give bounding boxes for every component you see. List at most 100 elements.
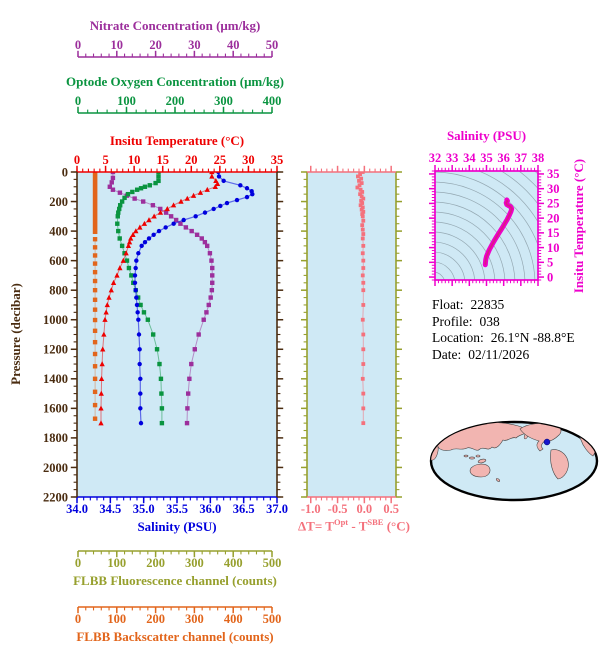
tick-label: 35.0 <box>133 502 155 516</box>
location-label: Location: <box>432 330 484 345</box>
tick-label: 35 <box>480 151 493 165</box>
delta-t-title-sup-sbe: SBE <box>367 517 384 527</box>
landmass-indonesia <box>469 456 475 460</box>
ts-curve <box>482 197 515 268</box>
landmass-greenland <box>559 422 573 428</box>
tick-label: 0.0 <box>357 502 373 516</box>
date-label: Date: <box>432 346 462 362</box>
profile-label: Profile: <box>432 313 473 329</box>
tick-label: 34.5 <box>99 502 121 516</box>
tick-label: 10 <box>128 153 141 167</box>
tick-label: 600 <box>49 254 68 268</box>
oxygen-axis-title: Optode Oxygen Concentration (μm/kg) <box>66 74 284 89</box>
tick-label: 35 <box>547 167 560 181</box>
tick-label: 1600 <box>43 402 68 416</box>
tick-label: 37.0 <box>266 502 288 516</box>
profile-value: 038 <box>479 313 500 329</box>
tick-label: -1.0 <box>301 502 321 516</box>
fluorescence-axis-title: FLBB Fluorescence channel (counts) <box>73 573 277 588</box>
tick-label: 2200 <box>43 490 68 504</box>
pressure-axis-left: 0 200 400 600 800 1000 1200 1400 1600 1800 2000 220… <box>8 165 78 504</box>
landmass-australia <box>469 463 491 478</box>
tick-label: 10 <box>547 241 560 255</box>
tick-label: 500 <box>263 612 282 626</box>
tick-label: 32 <box>429 151 442 165</box>
tick-label: 100 <box>107 612 126 626</box>
tick-label: 10 <box>111 38 124 52</box>
main-plot-area <box>77 172 277 497</box>
fluorescence-axis: 0 100 200 300 400 500 FLBB Fluorescence channe… <box>73 550 282 588</box>
ts-y-axis-title: Insitu Temperature (°C) <box>571 159 586 293</box>
tick-label: 400 <box>263 94 282 108</box>
pressure-axis-right <box>276 171 284 498</box>
salinity-axis: 34.0 34.5 35.0 35.5 36.0 36.5 37.0 Salinity (PS… <box>66 496 288 534</box>
delta-t-plot-area <box>307 172 396 497</box>
tick-label: 30 <box>188 38 201 52</box>
tick-label: 35 <box>271 153 284 167</box>
float-info-row: Profile: 038 <box>432 314 575 331</box>
tick-label: 36.0 <box>199 502 221 516</box>
tick-label: 0 <box>75 612 81 626</box>
tick-label: 1400 <box>43 372 68 386</box>
tick-label: 0 <box>75 38 81 52</box>
tick-label: 15 <box>547 226 560 240</box>
delta-t-right-border <box>395 171 402 498</box>
delta-t-title-part: ΔT= T <box>298 518 334 534</box>
ts-panel: 32 33 34 35 36 37 38 Salinity (PSU) 051015202530… <box>429 128 586 293</box>
tick-label: 100 <box>117 94 136 108</box>
tick-label: 5 <box>547 256 553 270</box>
ts-title: Salinity (PSU) <box>447 128 526 143</box>
landmass-indonesia <box>463 454 469 458</box>
salinity-axis-title: Salinity (PSU) <box>137 519 216 534</box>
tick-label: 400 <box>224 612 243 626</box>
delta-t-title-part: (°C) <box>383 518 410 534</box>
tick-label: 20 <box>547 211 560 225</box>
tick-label: 1200 <box>43 343 68 357</box>
delta-t-axis-title: ΔT= TOpt - TSBE (°C) <box>287 517 421 534</box>
tick-label: 1800 <box>43 431 68 445</box>
tick-label: 20 <box>149 38 162 52</box>
tick-label: 0 <box>74 153 80 167</box>
tick-label: 37 <box>515 151 528 165</box>
float-info-row: Date: 02/11/2026 <box>432 347 575 364</box>
tick-label: 200 <box>166 94 185 108</box>
tick-label: 5 <box>102 153 108 167</box>
delta-t-top-axis <box>307 165 396 173</box>
pressure-axis-title: Pressure (decibar) <box>8 283 23 385</box>
main-series <box>92 172 255 426</box>
tick-label: 200 <box>146 612 165 626</box>
tick-label: 36 <box>497 151 510 165</box>
tick-label: 300 <box>185 612 204 626</box>
float-location-marker <box>543 438 551 446</box>
float-info: Float: 22835 Profile: 038 Location: 26.1°N … <box>432 297 575 363</box>
backscatter-axis: 0 100 200 300 400 500 FLBB Backscatter channel… <box>75 606 282 644</box>
location-value: 26.1°N -88.8°E <box>490 330 575 345</box>
tick-label: 300 <box>185 556 204 570</box>
tick-label: 34.0 <box>66 502 88 516</box>
tick-label: 25 <box>214 153 227 167</box>
tick-label: 500 <box>263 556 282 570</box>
delta-t-panel: -1.0 -0.5 0.0 0.5 <box>301 165 402 516</box>
landmass-new-zealand <box>496 478 500 482</box>
backscatter_points-curve <box>92 237 98 421</box>
tick-label: 25 <box>547 197 560 211</box>
delta-t-title-sup-opt: Opt <box>333 517 349 527</box>
temperature-axis: 0 5 10 15 20 25 30 35 Insitu Temperature (°C) <box>74 133 284 173</box>
tick-label: 33 <box>446 151 459 165</box>
tick-label: 0 <box>62 165 68 179</box>
nitrate-axis: 0 10 20 30 40 50 Nitrate Concentration (μm/kg) <box>75 18 278 58</box>
world-map <box>429 420 599 502</box>
oxygen-axis: 0 100 200 300 400 Optode Oxygen Concentration… <box>66 74 284 114</box>
tick-label: 38 <box>532 151 545 165</box>
delta_t-curve <box>355 172 366 426</box>
delta-t-title-part: - T <box>348 518 368 534</box>
tick-label: 2000 <box>43 461 68 475</box>
salinity-curve <box>132 172 255 426</box>
nitrate-axis-title: Nitrate Concentration (μm/kg) <box>90 18 261 33</box>
tick-label: 200 <box>146 556 165 570</box>
delta-t-series <box>355 172 366 426</box>
tick-label: 15 <box>156 153 169 167</box>
tick-label: 35.5 <box>166 502 188 516</box>
tick-label: 800 <box>49 283 68 297</box>
